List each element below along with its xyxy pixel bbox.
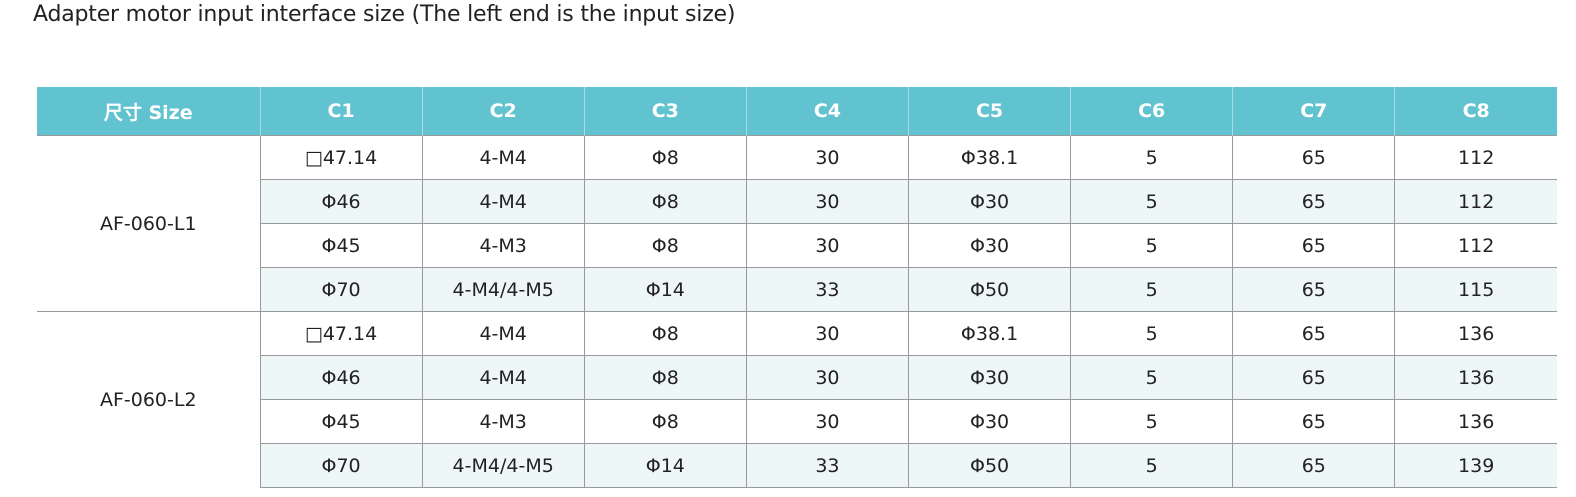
table-cell: 5: [1070, 267, 1233, 312]
table-cell: 5: [1070, 443, 1233, 488]
table-cell: 4-M4: [421, 179, 585, 224]
table-cell: 30: [745, 135, 909, 180]
header-row: 尺寸 Size C1 C2 C3 C4 C5 C6 C7 C8: [37, 87, 1557, 136]
model-cell: AF-060-L2: [37, 311, 260, 488]
table-cell: 115: [1394, 267, 1557, 312]
header-cell: C6: [1070, 87, 1233, 136]
table-cell: 112: [1394, 223, 1557, 268]
table-row: Φ45 4-M3 Φ8 30 Φ30 5 65 136: [37, 399, 1557, 444]
table-cell: 112: [1394, 135, 1557, 180]
table-cell: 5: [1070, 311, 1233, 356]
header-cell: C8: [1394, 87, 1557, 136]
table-cell: 5: [1070, 399, 1233, 444]
table-cell: □47.14: [259, 135, 423, 180]
table-cell: 5: [1070, 355, 1233, 400]
table-cell: 65: [1232, 355, 1395, 400]
table-cell: 4-M4/4-M5: [421, 443, 585, 488]
table-cell: 139: [1394, 443, 1557, 488]
table-cell: Φ14: [583, 267, 747, 312]
table-cell: Φ30: [907, 355, 1071, 400]
table-cell: Φ30: [907, 223, 1071, 268]
table-cell: Φ46: [259, 355, 423, 400]
header-cell: 尺寸 Size: [37, 87, 260, 136]
table-cell: 65: [1232, 135, 1395, 180]
table-cell: 136: [1394, 355, 1557, 400]
table-cell: 65: [1232, 267, 1395, 312]
table-cell: Φ8: [583, 355, 747, 400]
model-cell: AF-060-L1: [37, 135, 260, 312]
table-cell: 30: [745, 355, 909, 400]
table-cell: 33: [745, 267, 909, 312]
table-cell: Φ30: [907, 179, 1071, 224]
table-cell: 4-M4/4-M5: [421, 267, 585, 312]
header-cell: C1: [259, 87, 423, 136]
table-cell: Φ70: [259, 267, 423, 312]
size-table: 尺寸 Size C1 C2 C3 C4 C5 C6 C7 C8 AF-060-L1 □47.14 4…: [37, 87, 1557, 488]
table-cell: Φ70: [259, 443, 423, 488]
table-cell: 136: [1394, 399, 1557, 444]
table-cell: Φ38.1: [907, 311, 1071, 356]
table-cell: 4-M4: [421, 355, 585, 400]
table-cell: Φ8: [583, 135, 747, 180]
table-cell: Φ14: [583, 443, 747, 488]
table-cell: 5: [1070, 179, 1233, 224]
table-cell: 65: [1232, 223, 1395, 268]
table-cell: 4-M3: [421, 399, 585, 444]
table-row: AF-060-L1 □47.14 4-M4 Φ8 30 Φ38.1 5 65 112: [37, 135, 1557, 312]
table-row: Φ70 4-M4/4-M5 Φ14 33 Φ50 5 65 115: [37, 267, 1557, 312]
table-cell: 30: [745, 311, 909, 356]
table-cell: Φ38.1: [907, 135, 1071, 180]
table-row: Φ45 4-M3 Φ8 30 Φ30 5 65 112: [37, 223, 1557, 268]
header-cell: C5: [907, 87, 1071, 136]
table-cell: Φ8: [583, 223, 747, 268]
header-cell: C7: [1232, 87, 1395, 136]
table-cell: 33: [745, 443, 909, 488]
table-cell: 112: [1394, 179, 1557, 224]
header-cell: C3: [583, 87, 747, 136]
page-title: Adapter motor input interface size (The …: [33, 2, 736, 27]
table-cell: Φ50: [907, 443, 1071, 488]
table-body: AF-060-L1 □47.14 4-M4 Φ8 30 Φ38.1 5 65 112 Φ46 4-M…: [37, 135, 1557, 488]
table-cell: Φ30: [907, 399, 1071, 444]
table-cell: 65: [1232, 443, 1395, 488]
table-cell: 30: [745, 399, 909, 444]
table-cell: 4-M4: [421, 135, 585, 180]
table-cell: 5: [1070, 135, 1233, 180]
table-cell: Φ8: [583, 399, 747, 444]
table-row: AF-060-L2 □47.14 4-M4 Φ8 30 Φ38.1 5 65 136: [37, 311, 1557, 488]
table-cell: 136: [1394, 311, 1557, 356]
table-cell: Φ45: [259, 223, 423, 268]
table-cell: 30: [745, 179, 909, 224]
table-cell: Φ46: [259, 179, 423, 224]
table-cell: 4-M3: [421, 223, 585, 268]
table-cell: 5: [1070, 223, 1233, 268]
table-cell: 65: [1232, 399, 1395, 444]
table-cell: Φ45: [259, 399, 423, 444]
header-cell: C4: [745, 87, 909, 136]
table-row: Φ46 4-M4 Φ8 30 Φ30 5 65 136: [37, 355, 1557, 400]
table-row: Φ70 4-M4/4-M5 Φ14 33 Φ50 5 65 139: [37, 443, 1557, 488]
table-cell: 30: [745, 223, 909, 268]
table-cell: Φ50: [907, 267, 1071, 312]
table-cell: 65: [1232, 179, 1395, 224]
header-cell: C2: [421, 87, 585, 136]
table-cell: 4-M4: [421, 311, 585, 356]
table-row: Φ46 4-M4 Φ8 30 Φ30 5 65 112: [37, 179, 1557, 224]
table-cell: 65: [1232, 311, 1395, 356]
table-cell: □47.14: [259, 311, 423, 356]
table-cell: Φ8: [583, 311, 747, 356]
table-cell: Φ8: [583, 179, 747, 224]
